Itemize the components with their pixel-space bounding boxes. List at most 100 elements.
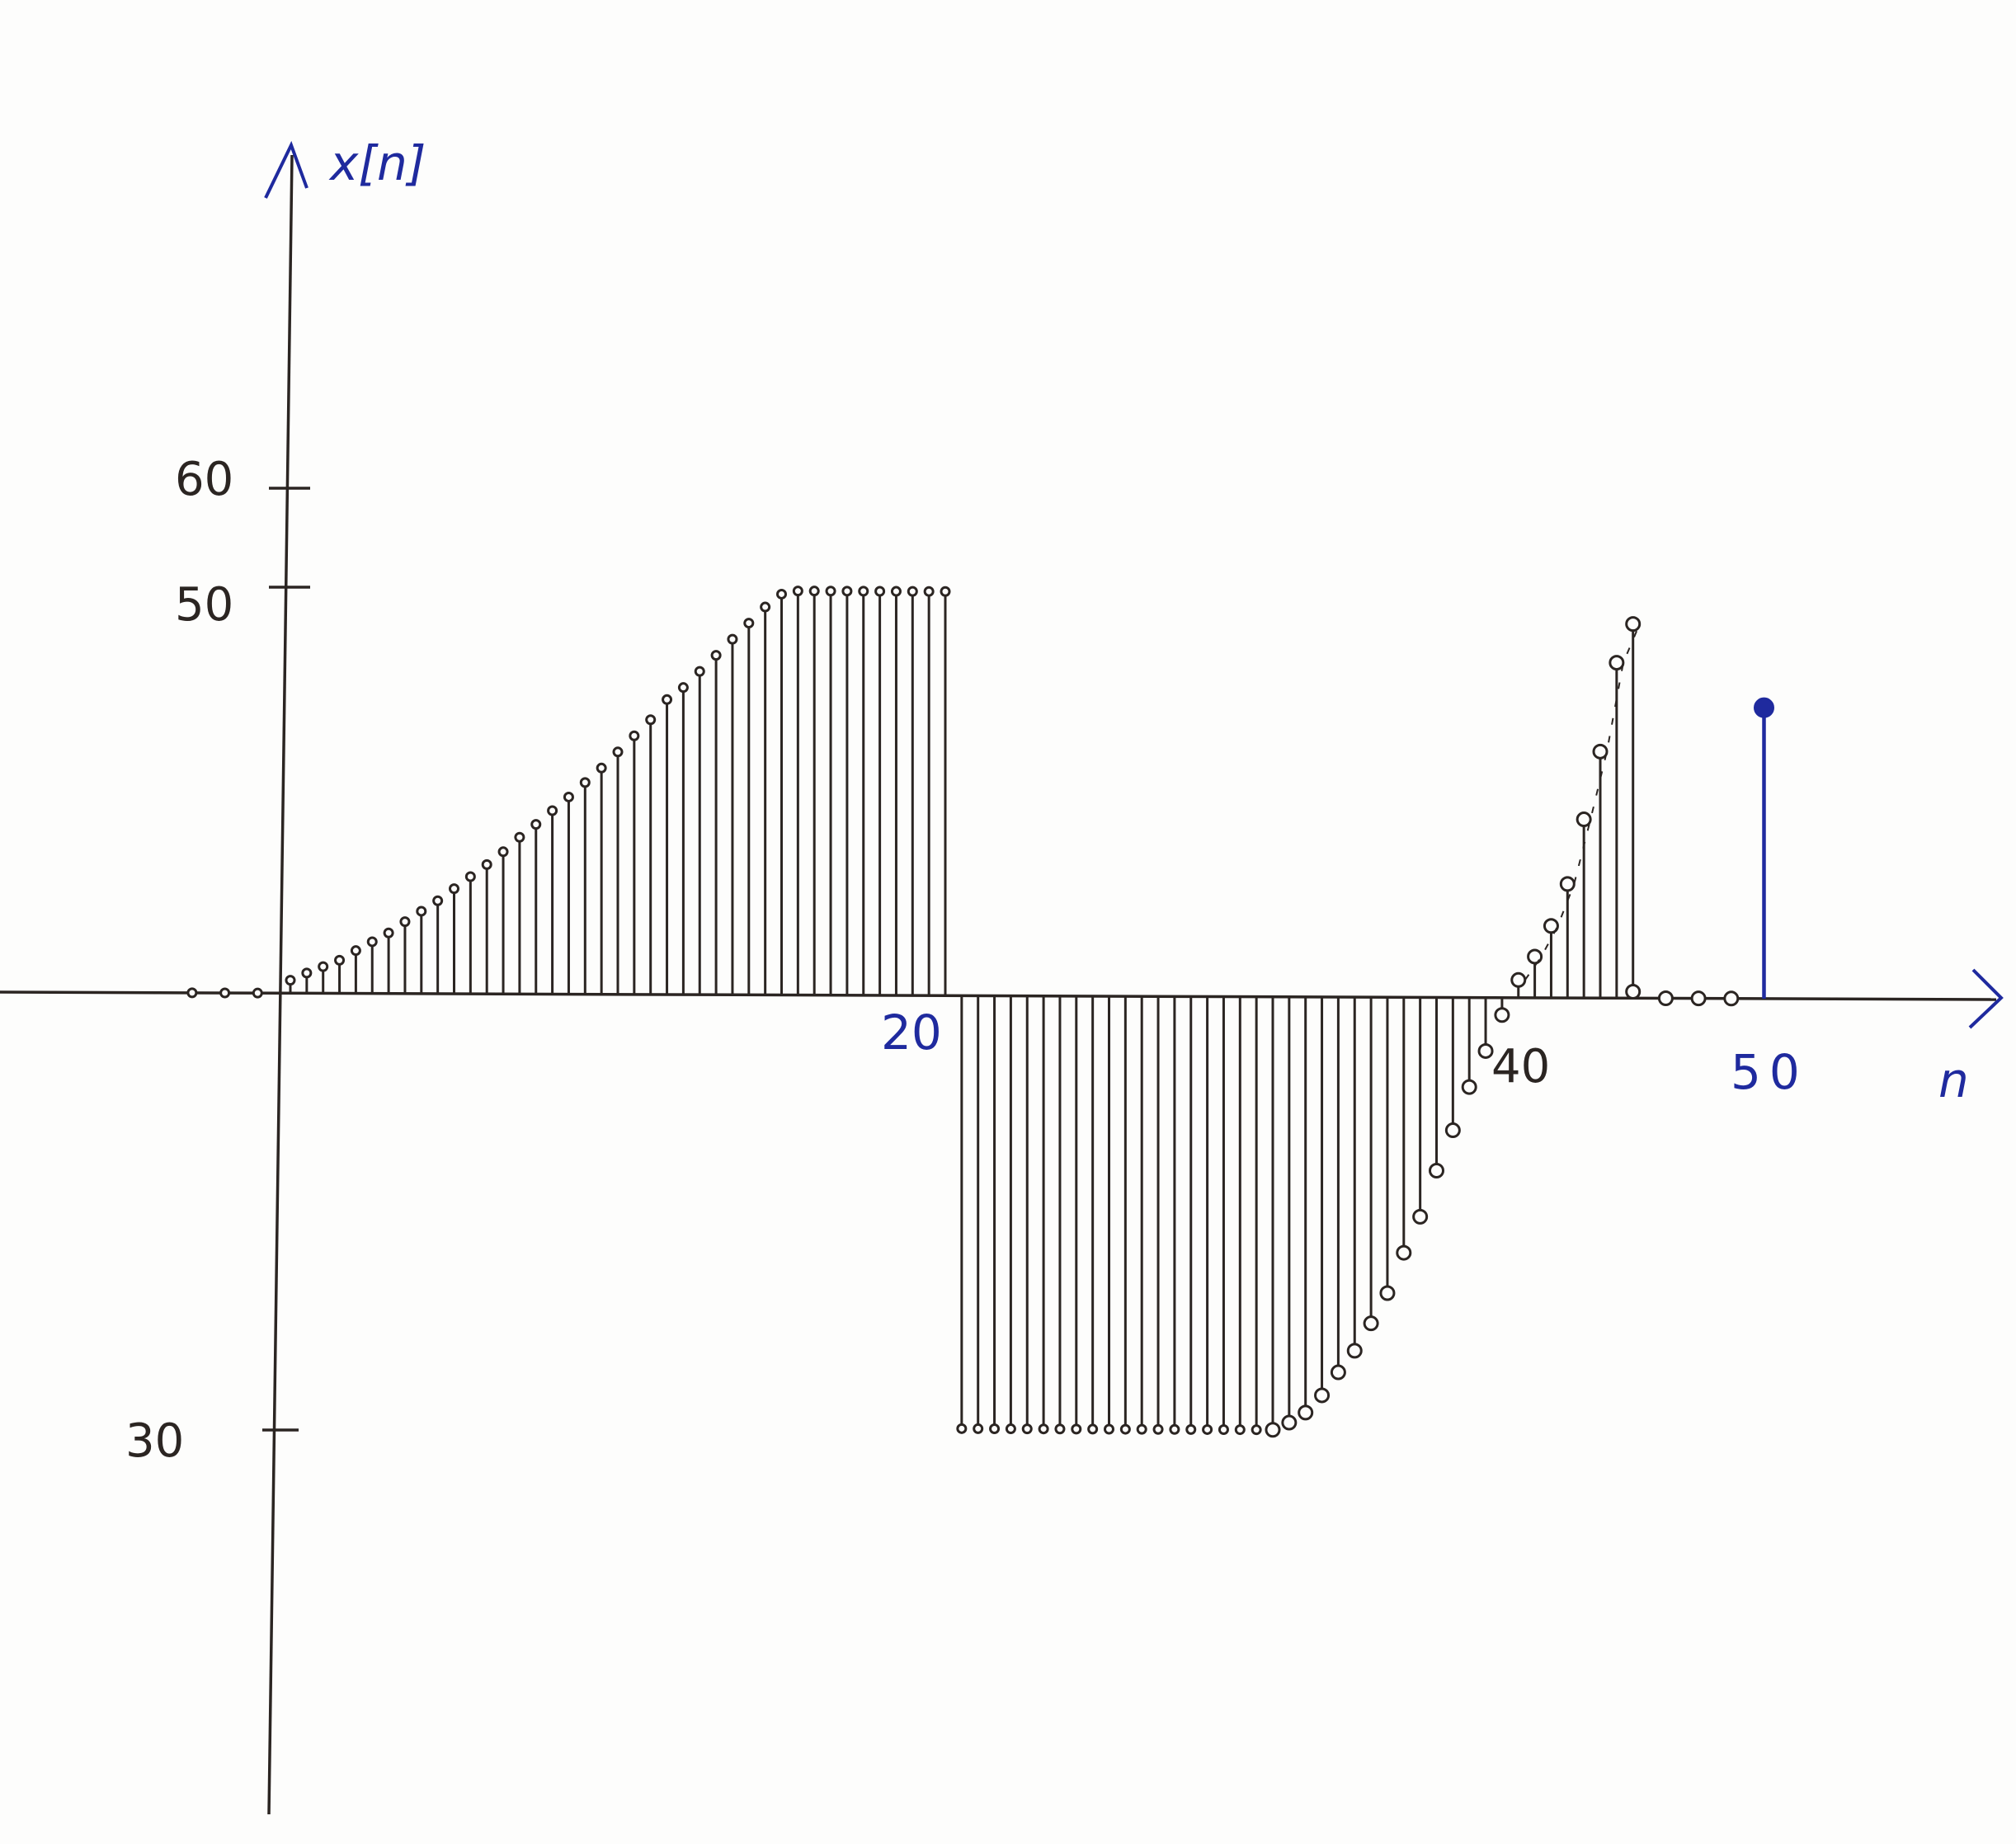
stem-58 xyxy=(1234,996,1246,1436)
stem-tip-7 xyxy=(399,916,411,928)
stem-7 xyxy=(399,916,411,994)
stem-tip-44 xyxy=(1005,1423,1016,1435)
stem-tip-0 xyxy=(285,975,296,986)
x-tick-label-50: 50 xyxy=(1731,1044,1808,1100)
stem-tip-47 xyxy=(1054,1423,1066,1435)
stem-13 xyxy=(497,846,509,995)
stem-6 xyxy=(383,927,394,994)
y-axis-arrowhead xyxy=(264,140,309,199)
stem-89 xyxy=(219,987,231,999)
stem-74 xyxy=(1494,997,1510,1023)
stem-90 xyxy=(252,987,263,999)
stem-tip-80 xyxy=(1592,743,1609,760)
y-tick-label-30: 30 xyxy=(125,1414,184,1468)
stem-5 xyxy=(366,936,378,994)
rising-tail-guide xyxy=(1524,623,1641,981)
stem-33 xyxy=(825,586,836,995)
stem-3 xyxy=(334,954,346,994)
stem-20 xyxy=(612,746,624,995)
stem-11 xyxy=(464,871,476,995)
stem-tip-66 xyxy=(1363,1315,1379,1332)
stem-50 xyxy=(1104,996,1114,1435)
stem-tip-50 xyxy=(1104,1423,1114,1435)
stem-24 xyxy=(677,682,689,995)
stem-27 xyxy=(727,633,738,995)
stem-tip-21 xyxy=(629,730,640,741)
stem-8 xyxy=(416,906,427,994)
stem-tip-72 xyxy=(1461,1079,1477,1095)
stem-tip-74 xyxy=(1494,1007,1510,1023)
stem-tip-51 xyxy=(1119,1423,1131,1435)
stem-9 xyxy=(432,895,444,994)
stem-38 xyxy=(907,586,918,996)
stem-tip-75 xyxy=(1510,971,1527,988)
stem-67 xyxy=(1379,997,1396,1301)
y-axis xyxy=(267,154,294,1815)
stem-tip-25 xyxy=(694,666,705,677)
stem-75 xyxy=(1510,971,1527,998)
stem-42 xyxy=(973,995,984,1434)
stem-tip-27 xyxy=(727,633,738,645)
stem-tip-31 xyxy=(792,586,803,597)
stem-tip-68 xyxy=(1396,1244,1412,1261)
stem-4 xyxy=(350,945,361,994)
stem-35 xyxy=(858,586,869,995)
y-tick-label-50: 50 xyxy=(175,578,233,632)
stem-tip-52 xyxy=(1136,1423,1147,1435)
stem-60 xyxy=(1265,996,1281,1438)
stem-37 xyxy=(890,586,902,996)
y-axis-label: x[n] xyxy=(328,135,426,191)
stem-tip-37 xyxy=(890,586,902,597)
stem-45 xyxy=(1021,995,1033,1435)
stem-tip-14 xyxy=(514,831,525,843)
stem-tip-40 xyxy=(940,586,951,597)
stem-tip-73 xyxy=(1477,1042,1494,1059)
stem-47 xyxy=(1054,995,1066,1435)
stem-63 xyxy=(1314,996,1331,1404)
stem-66 xyxy=(1363,997,1379,1332)
stem-29 xyxy=(760,601,771,995)
stem-tip-28 xyxy=(743,618,755,629)
stem-81 xyxy=(1609,655,1625,999)
stem-54 xyxy=(1169,996,1180,1435)
stem-tip-56 xyxy=(1202,1423,1213,1435)
x-axis-label: n xyxy=(1938,1052,1969,1108)
stem-tip-63 xyxy=(1314,1387,1331,1404)
stem-tip-67 xyxy=(1379,1285,1396,1301)
stem-tip-15 xyxy=(530,819,542,830)
y-tick-label-60: 60 xyxy=(175,453,233,506)
stem-tip-30 xyxy=(776,588,787,600)
stem-71 xyxy=(1444,997,1461,1139)
stem-tip-33 xyxy=(825,586,836,597)
stem-tip-57 xyxy=(1218,1424,1229,1436)
stem-44 xyxy=(1005,995,1016,1435)
stem-tip-60 xyxy=(1265,1422,1281,1438)
stem-18 xyxy=(579,777,591,995)
stem-88 xyxy=(186,987,198,999)
stem-30 xyxy=(776,588,787,995)
stem-tip-82 xyxy=(1625,616,1642,633)
stem-tip-8 xyxy=(416,906,427,917)
stem-49 xyxy=(1087,995,1099,1435)
stem-tip-36 xyxy=(874,586,886,597)
stem-tip-54 xyxy=(1169,1423,1180,1435)
stem-tip-39 xyxy=(923,586,935,597)
x-tick-label-20: 20 xyxy=(881,1004,942,1061)
stem-tip-76 xyxy=(1527,948,1543,965)
stem-34 xyxy=(841,586,853,995)
stem-52 xyxy=(1136,996,1147,1435)
stem-tip-70 xyxy=(1429,1162,1444,1178)
stem-46 xyxy=(1038,995,1049,1435)
stem-23 xyxy=(662,694,673,995)
stem-tip-32 xyxy=(808,586,820,597)
stem-17 xyxy=(563,791,574,995)
stem-tip-59 xyxy=(1251,1424,1262,1436)
stem-tip-23 xyxy=(662,694,673,705)
stem-tip-18 xyxy=(579,777,591,788)
stem-0 xyxy=(285,975,296,994)
stem-tip-34 xyxy=(841,586,853,597)
stem-tip-26 xyxy=(710,650,722,661)
stem-15 xyxy=(530,819,542,995)
stem-55 xyxy=(1185,996,1197,1435)
stem-12 xyxy=(481,858,492,995)
